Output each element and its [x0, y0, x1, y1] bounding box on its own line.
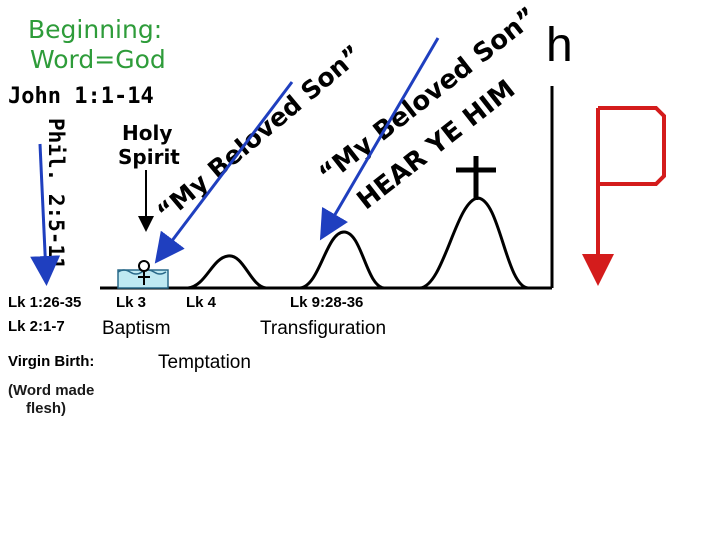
baptism-voice-arrow	[154, 81, 294, 264]
holy-spirit-label-1: Holy	[122, 121, 173, 145]
calvary-hill	[419, 196, 529, 290]
baptism-label: Baptism	[102, 318, 171, 339]
holy-spirit-label-2: Spirit	[118, 145, 180, 169]
title-line-2: Word=God	[30, 45, 166, 74]
lk-transfig-reference: Lk 9:28-36	[290, 294, 364, 311]
temptation-label: Temptation	[158, 352, 251, 373]
temptation-hill	[187, 254, 267, 290]
word-made-flesh-2: flesh)	[26, 400, 67, 417]
transfiguration-label: Transfiguration	[260, 318, 387, 339]
lk-baptism-reference: Lk 3	[116, 294, 147, 311]
lk-birth-reference: Lk 1:26-35	[8, 294, 82, 311]
jesus-figure	[138, 260, 150, 285]
h-mark: h	[546, 19, 573, 72]
transfig-voice-arrow	[319, 37, 440, 241]
transfig-hill	[299, 230, 385, 290]
lk-birth-reference-2: Lk 2:1-7	[8, 318, 65, 335]
p-shape	[598, 106, 666, 186]
word-made-flesh-1: (Word made	[8, 382, 95, 399]
cross-icon	[456, 156, 496, 200]
john-reference: John 1:1-14	[8, 84, 154, 109]
lk-temptation-reference: Lk 4	[186, 294, 217, 311]
virgin-birth-label: Virgin Birth:	[8, 353, 95, 370]
title-line-1: Beginning:	[28, 15, 163, 44]
incarnation-arrow	[30, 143, 61, 286]
